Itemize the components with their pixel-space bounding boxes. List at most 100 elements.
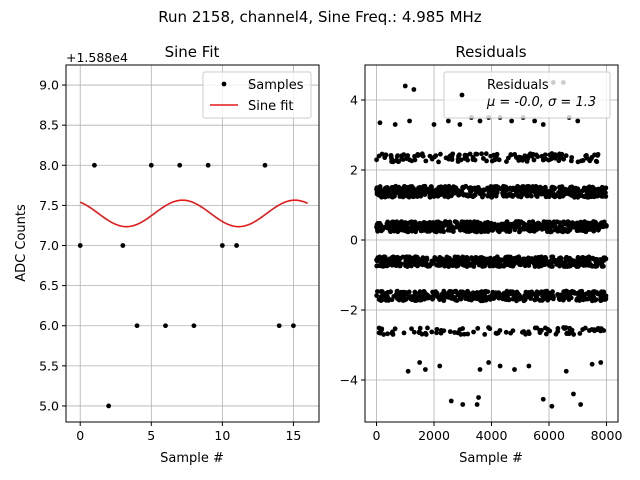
residual-point (543, 256, 548, 262)
residual-point (503, 192, 509, 198)
residual-point (580, 255, 586, 260)
residual-point (385, 219, 391, 225)
residual-point (542, 184, 548, 190)
residual-point (499, 263, 505, 268)
residual-point (429, 329, 435, 335)
residual-point (563, 257, 569, 263)
residual-point (511, 259, 517, 265)
residual-point (420, 153, 426, 159)
residual-point (555, 228, 561, 234)
residual-point (378, 228, 384, 234)
residual-point (378, 294, 384, 299)
residual-point (537, 297, 543, 303)
residual-point (467, 151, 473, 157)
legend-samples-marker (221, 81, 227, 87)
sine-fit-xlabel: Sample # (160, 451, 224, 466)
sine-fit-offset-label: +1.588e4 (66, 50, 128, 65)
residual-point (584, 153, 589, 158)
residual-point (496, 295, 502, 301)
residual-point (601, 328, 607, 333)
residual-point (528, 151, 533, 157)
residual-point (538, 257, 544, 263)
residual-point (410, 225, 415, 231)
residual-point (437, 297, 442, 302)
residual-outlier-point (411, 87, 417, 92)
residual-point (545, 326, 551, 332)
residual-point (404, 256, 409, 262)
residual-point (425, 295, 431, 301)
residual-outlier-point (460, 402, 466, 407)
residual-point (513, 219, 519, 224)
residual-point (551, 219, 557, 225)
residual-point (526, 183, 531, 189)
residual-outlier-point (549, 403, 555, 409)
residual-point (452, 330, 458, 335)
residual-point (598, 191, 604, 197)
residual-point (477, 220, 483, 226)
residual-point (417, 329, 422, 335)
residual-point (585, 296, 591, 302)
sine-fit-ytick-label: 7.0 (39, 238, 59, 253)
residual-point (528, 193, 534, 199)
residual-point (438, 262, 444, 268)
residual-point (501, 227, 507, 232)
figure-suptitle: Run 2158, channel4, Sine Freq.: 4.985 MH… (158, 8, 482, 26)
residual-point (564, 294, 570, 300)
residual-point (447, 226, 452, 232)
residual-point (471, 329, 476, 335)
residual-point (493, 290, 499, 296)
residual-point (480, 194, 485, 200)
residual-point (460, 326, 466, 331)
residual-point (433, 292, 439, 298)
residual-point (575, 261, 581, 267)
sine-fit-ytick-label: 8.5 (39, 118, 59, 133)
residual-point (568, 158, 574, 164)
residual-point (547, 227, 553, 233)
sine-fit-xtick-label: 10 (214, 428, 230, 443)
residual-outlier-point (457, 122, 463, 127)
sine-fit-ytick-label: 5.5 (39, 358, 59, 373)
residual-point (603, 185, 609, 191)
residual-point (552, 155, 558, 161)
residual-point (537, 327, 543, 333)
residual-point (591, 185, 596, 191)
sample-point (92, 162, 97, 168)
sine-fit-marks (77, 82, 308, 409)
residual-point (406, 188, 411, 193)
residual-point (512, 227, 518, 233)
residual-point (456, 152, 462, 158)
residual-outlier-point (589, 361, 595, 367)
residual-point (393, 186, 399, 191)
residuals-legend: Residuals μ = -0.0, σ = 1.3 (443, 71, 611, 119)
residual-point (489, 192, 494, 197)
sine-fit-spines (65, 64, 320, 423)
residual-point (422, 192, 428, 197)
residual-point (482, 332, 488, 337)
residual-point (468, 228, 474, 234)
residual-point (589, 327, 595, 332)
residual-point (485, 193, 491, 199)
residual-outlier-point (445, 118, 451, 124)
residual-point (527, 228, 533, 234)
residual-point (378, 289, 384, 294)
residuals-ytick-label: −4 (340, 373, 358, 388)
residual-point (526, 219, 532, 225)
sample-point (134, 323, 140, 329)
residual-point (401, 152, 407, 158)
residual-point (376, 330, 382, 336)
residual-point (502, 257, 508, 263)
residual-point (535, 154, 541, 160)
residual-point (551, 294, 556, 300)
residual-point (429, 258, 435, 264)
residual-point (562, 326, 567, 331)
residual-point (514, 255, 519, 261)
residual-point (479, 151, 484, 157)
residuals-grid (365, 65, 618, 422)
residual-point (596, 326, 602, 332)
residual-point (455, 156, 461, 162)
residual-point (457, 227, 463, 233)
residual-point (425, 325, 430, 331)
residual-point (494, 261, 499, 267)
residuals-ytick-label: 4 (350, 93, 358, 108)
residual-point (455, 254, 461, 260)
